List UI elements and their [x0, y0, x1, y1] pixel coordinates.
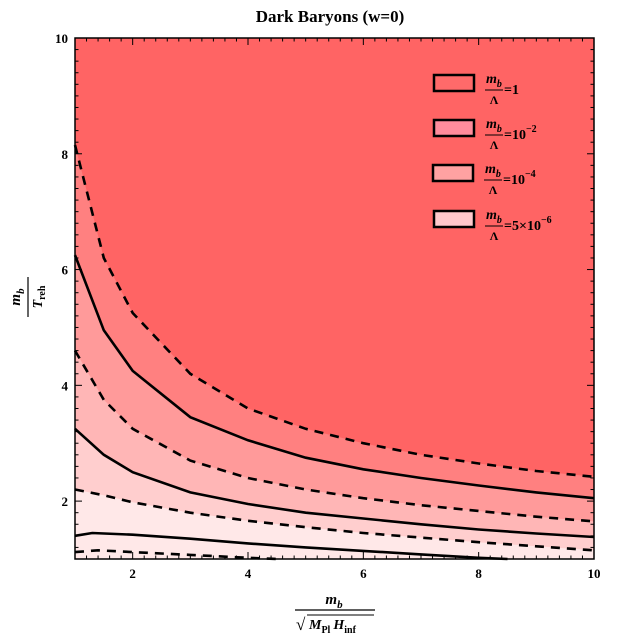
- y-tick-label: 6: [62, 263, 69, 278]
- legend-exponent: −6: [541, 215, 552, 226]
- legend-denominator: Λ: [490, 93, 499, 107]
- y-tick-label: 2: [62, 494, 69, 509]
- svg-text:Treh: Treh: [31, 285, 48, 308]
- x-label-H: H: [332, 618, 345, 633]
- x-label-numerator-sub: b: [337, 599, 343, 611]
- legend-item: mbΛ=5×10−6: [432, 208, 552, 243]
- x-tick-label: 2: [129, 566, 136, 581]
- x-tick-label: 10: [588, 566, 601, 581]
- x-tick-label: 6: [360, 566, 367, 581]
- y-tick-label: 10: [55, 31, 68, 46]
- y-label-denominator-sub: reh: [37, 285, 48, 300]
- x-axis-label: mb √ MPl Hinf: [295, 592, 375, 636]
- chart-title: Dark Baryons (w=0): [256, 7, 405, 26]
- x-tick-label: 8: [475, 566, 482, 581]
- y-axis-label: mb Treh: [8, 277, 48, 317]
- legend-relation: =5×10−6: [504, 215, 552, 234]
- y-tick-label: 4: [62, 378, 69, 393]
- legend-numerator-sub: b: [497, 124, 502, 135]
- x-tick-label: 4: [245, 566, 252, 581]
- legend-denominator: Λ: [490, 138, 499, 152]
- legend-swatch: [431, 163, 475, 183]
- plot-frame: [74, 37, 595, 560]
- svg-text:mb: mb: [325, 592, 343, 611]
- axis-ticks: 2 4 6 8 10 2 4 6 8 10: [55, 31, 601, 581]
- legend-numerator-sub: b: [496, 169, 501, 180]
- boundary-curve-5-dashed: [74, 488, 595, 552]
- x-label-M-sub: Pl: [321, 625, 330, 636]
- legend-item: mbΛ=10−2: [432, 117, 537, 152]
- legend-exponent: −2: [526, 124, 537, 135]
- y-label-numerator: m: [8, 294, 24, 306]
- x-label-H-sub: inf: [344, 625, 356, 636]
- y-label-numerator-sub: b: [15, 288, 27, 294]
- legend-denominator: Λ: [490, 229, 499, 243]
- legend-denominator: Λ: [489, 183, 498, 197]
- legend-swatch: [432, 209, 476, 229]
- boundary-curve-4-solid: [74, 427, 595, 539]
- x-label-radical: √: [296, 615, 306, 634]
- x-label-M: M: [308, 618, 322, 633]
- legend-exponent: −4: [525, 169, 536, 180]
- legend-item: mbΛ=1: [432, 72, 519, 107]
- boundary-curve-2-solid: [73, 254, 595, 500]
- plot-regions: [75, 38, 594, 559]
- y-tick-label: 8: [62, 147, 69, 162]
- boundary-curve-6-solid: [74, 531, 508, 561]
- legend-swatch: [432, 73, 476, 93]
- y-label-denominator: T: [31, 298, 46, 308]
- boundary-curve-3-dashed: [73, 349, 595, 523]
- legend-relation: =1: [504, 83, 519, 98]
- svg-text:mb: mb: [8, 288, 27, 306]
- legend-numerator-sub: b: [497, 215, 502, 226]
- legend-numerator-sub: b: [497, 79, 502, 90]
- x-label-numerator: m: [325, 592, 337, 608]
- boundary-curves: [73, 144, 595, 561]
- boundary-curve-7-dashed: [74, 548, 277, 561]
- legend-swatch: [432, 118, 476, 138]
- boundary-curve-1-dashed: [73, 144, 595, 479]
